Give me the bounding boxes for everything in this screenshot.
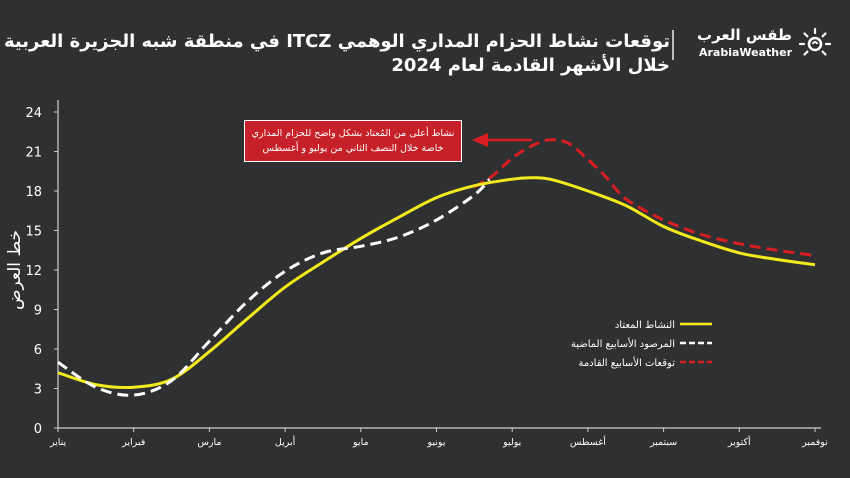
- x-tick-label: يونيو: [427, 437, 446, 448]
- x-tick-label: نوفمبر: [801, 437, 828, 448]
- y-tick-label: 15: [25, 225, 42, 240]
- legend-item-normal-label: النشاط المعتاد: [615, 320, 675, 331]
- x-tick-label: أغسطس: [570, 435, 606, 448]
- sun-swirl-icon: [798, 27, 832, 56]
- y-axis-label: خط العرض: [5, 230, 25, 310]
- x-tick-label: فبراير: [121, 437, 145, 448]
- y-tick-label: 3: [34, 383, 42, 398]
- series-layer: [57, 138, 816, 397]
- forecast-annotation-box: نشاط أعلى من المُعتاد بشكل واضح للحزام ا…: [244, 120, 462, 162]
- chart-title: توقعات نشاط الحزام المداري الوهمي ITCZ ف…: [4, 30, 670, 78]
- legend-item-forecast-label: توقعات الأسابيع القادمة: [578, 356, 675, 369]
- x-tick-label: مارس: [197, 437, 221, 448]
- y-tick-label: 12: [25, 264, 42, 279]
- x-tick-label: يوليو: [502, 437, 522, 448]
- axes-layer: 0 3 6 9 12 15 18 21 24 خط العرض يناير فبراير مارس أبر…: [5, 100, 828, 448]
- y-tick-label: 18: [25, 185, 42, 200]
- brand-logo: طقس العرب ArabiaWeather: [672, 24, 832, 64]
- x-tick-label: يناير: [49, 437, 67, 448]
- legend: النشاط المعتاد المرصود الأسابيع الماضية تو…: [571, 320, 712, 369]
- chart-title-line-2: خلال الأشهر القادمة لعام 2024: [391, 55, 670, 76]
- normal-activity-line: [57, 176, 816, 390]
- y-tick-label: 9: [34, 304, 42, 319]
- y-tick-label: 21: [25, 146, 42, 161]
- legend-item-observed-label: المرصود الأسابيع الماضية: [571, 337, 675, 350]
- logo-separator: [672, 30, 674, 60]
- x-tick-label: أبريل: [275, 435, 296, 448]
- annotation-arrow: [472, 133, 532, 147]
- x-tick-label: أكتوبر: [727, 435, 751, 448]
- x-tick-label: مايو: [352, 437, 369, 448]
- y-tick-label: 0: [34, 422, 42, 437]
- chart-title-line-1: توقعات نشاط الحزام المداري الوهمي ITCZ ف…: [4, 31, 670, 52]
- y-tick-label: 6: [34, 343, 42, 358]
- annotation-line-2: خاصة خلال النصف الثاني من يوليو و أغسطس: [262, 143, 444, 154]
- forecast-weeks-line: [473, 138, 816, 257]
- x-tick-label: سبتمبر: [649, 437, 677, 448]
- annotation-arrow-head: [472, 133, 488, 147]
- brand-name-english: ArabiaWeather: [698, 46, 792, 59]
- annotation-line-1: نشاط أعلى من المُعتاد بشكل واضح للحزام ا…: [251, 128, 455, 139]
- y-tick-label: 24: [25, 106, 42, 121]
- observed-weeks-line: [57, 178, 491, 397]
- brand-name-arabic: طقس العرب: [697, 26, 792, 44]
